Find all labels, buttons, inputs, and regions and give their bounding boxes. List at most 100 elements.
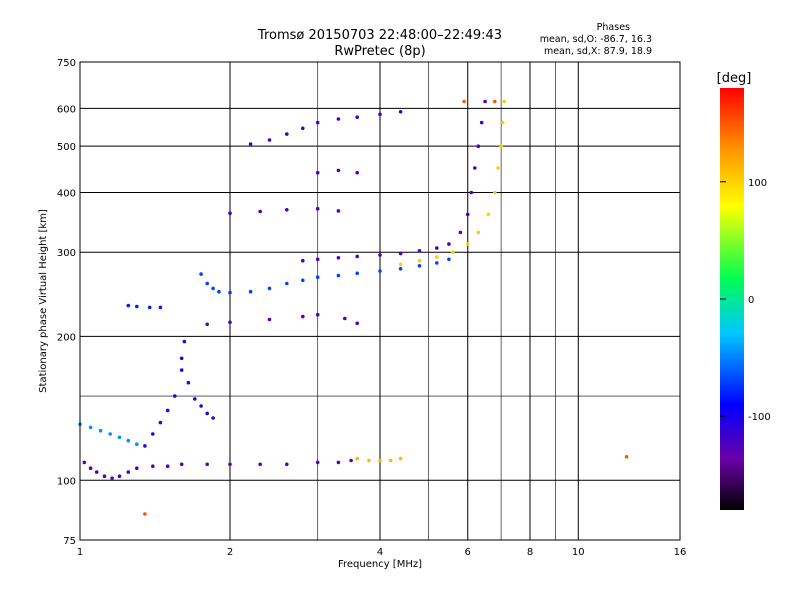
echo-point [417,264,422,268]
echo-point [217,289,221,294]
echo-point [435,255,439,259]
colorbar-label: [deg] [717,71,752,86]
echo-point [117,435,122,440]
echo-point [199,272,203,276]
echo-point [476,144,481,148]
echo-point [258,462,263,467]
echo-point [88,466,93,471]
echo-point [151,464,155,469]
echo-point [336,255,341,260]
echo-point [135,304,139,309]
echo-point [173,394,177,398]
echo-point [315,120,320,125]
echo-point [336,168,341,173]
echo-point [378,112,382,117]
colorbar-tick-label: 100 [748,178,767,189]
echo-point [486,212,491,217]
x-tick-label: 16 [674,547,687,558]
chart-title: Tromsø 20150703 22:48:00–22:49:43 [257,28,503,43]
echo-point [82,460,87,465]
echo-point [88,425,93,430]
echo-point [349,458,353,463]
echo-point [398,110,403,114]
phase-stats-heading: Phases [596,22,630,33]
echo-point [98,428,103,433]
echo-point [447,242,451,246]
echo-points [78,99,629,516]
echo-point [315,170,320,175]
echo-point [211,416,215,420]
echo-point [378,458,382,463]
echo-point [135,442,139,447]
echo-point [417,258,422,263]
echo-point [117,474,122,479]
echo-point [355,254,360,259]
plot-frame [79,61,681,541]
echo-point [126,470,131,474]
colorbar-tick-label: -100 [748,412,771,423]
echo-point [267,138,272,142]
echo-point [179,356,184,361]
echo-point [315,275,320,280]
x-tick-label: 10 [572,547,585,558]
y-axis-label: Stationary phase Virtual Height [km] [38,209,49,393]
echo-point [465,212,470,217]
echo-point [193,397,197,401]
x-axis-label: Frequency [MHz] [338,559,422,570]
echo-point [285,132,289,136]
echo-point [447,257,451,262]
colorbar-ticks: 100 0 -100 [720,178,771,423]
y-axis-ticks: 75 100 200 300 400 500 600 750 [57,58,76,547]
echo-point [355,321,360,326]
echo-point [135,466,139,471]
echo-point [301,258,305,263]
plot-grid [80,62,680,540]
echo-point [199,404,203,408]
echo-point [205,281,209,286]
x-axis-ticks: 1 2 4 6 8 10 16 [77,547,687,558]
echo-point [378,253,382,257]
echo-point [315,460,320,465]
y-tick-label: 500 [57,142,76,153]
echo-point [126,303,131,308]
x-tick-label: 4 [377,547,383,558]
y-tick-label: 200 [57,332,76,343]
echo-point [417,249,422,253]
echo-point [205,411,209,416]
echo-point [211,286,215,291]
echo-point [158,420,163,425]
echo-point [483,99,487,104]
echo-point [248,142,253,146]
echo-point [355,170,360,175]
echo-point [398,251,403,256]
echo-point [228,290,232,295]
echo-point [336,273,341,278]
colorbar-tick-label: 0 [748,295,754,306]
echo-point [228,211,232,215]
echo-point [285,462,289,467]
y-tick-label: 750 [57,58,76,69]
echo-point [315,206,320,211]
x-tick-label: 6 [465,547,471,558]
echo-point [143,512,147,516]
echo-point [502,99,507,104]
echo-point [285,281,289,286]
echo-point [462,99,466,104]
echo-point [205,462,209,467]
echo-point [258,209,263,214]
echo-point [179,368,184,372]
echo-point [624,455,629,459]
echo-point [108,432,112,436]
echo-point [355,456,360,461]
echo-point [336,460,341,465]
echo-point [165,464,170,469]
echo-point [388,458,393,463]
echo-point [435,246,439,250]
echo-point [165,408,170,413]
echo-point [301,126,305,131]
echo-point [496,166,500,170]
y-tick-label: 600 [57,104,76,115]
echo-point [179,462,184,467]
echo-point [267,286,272,291]
